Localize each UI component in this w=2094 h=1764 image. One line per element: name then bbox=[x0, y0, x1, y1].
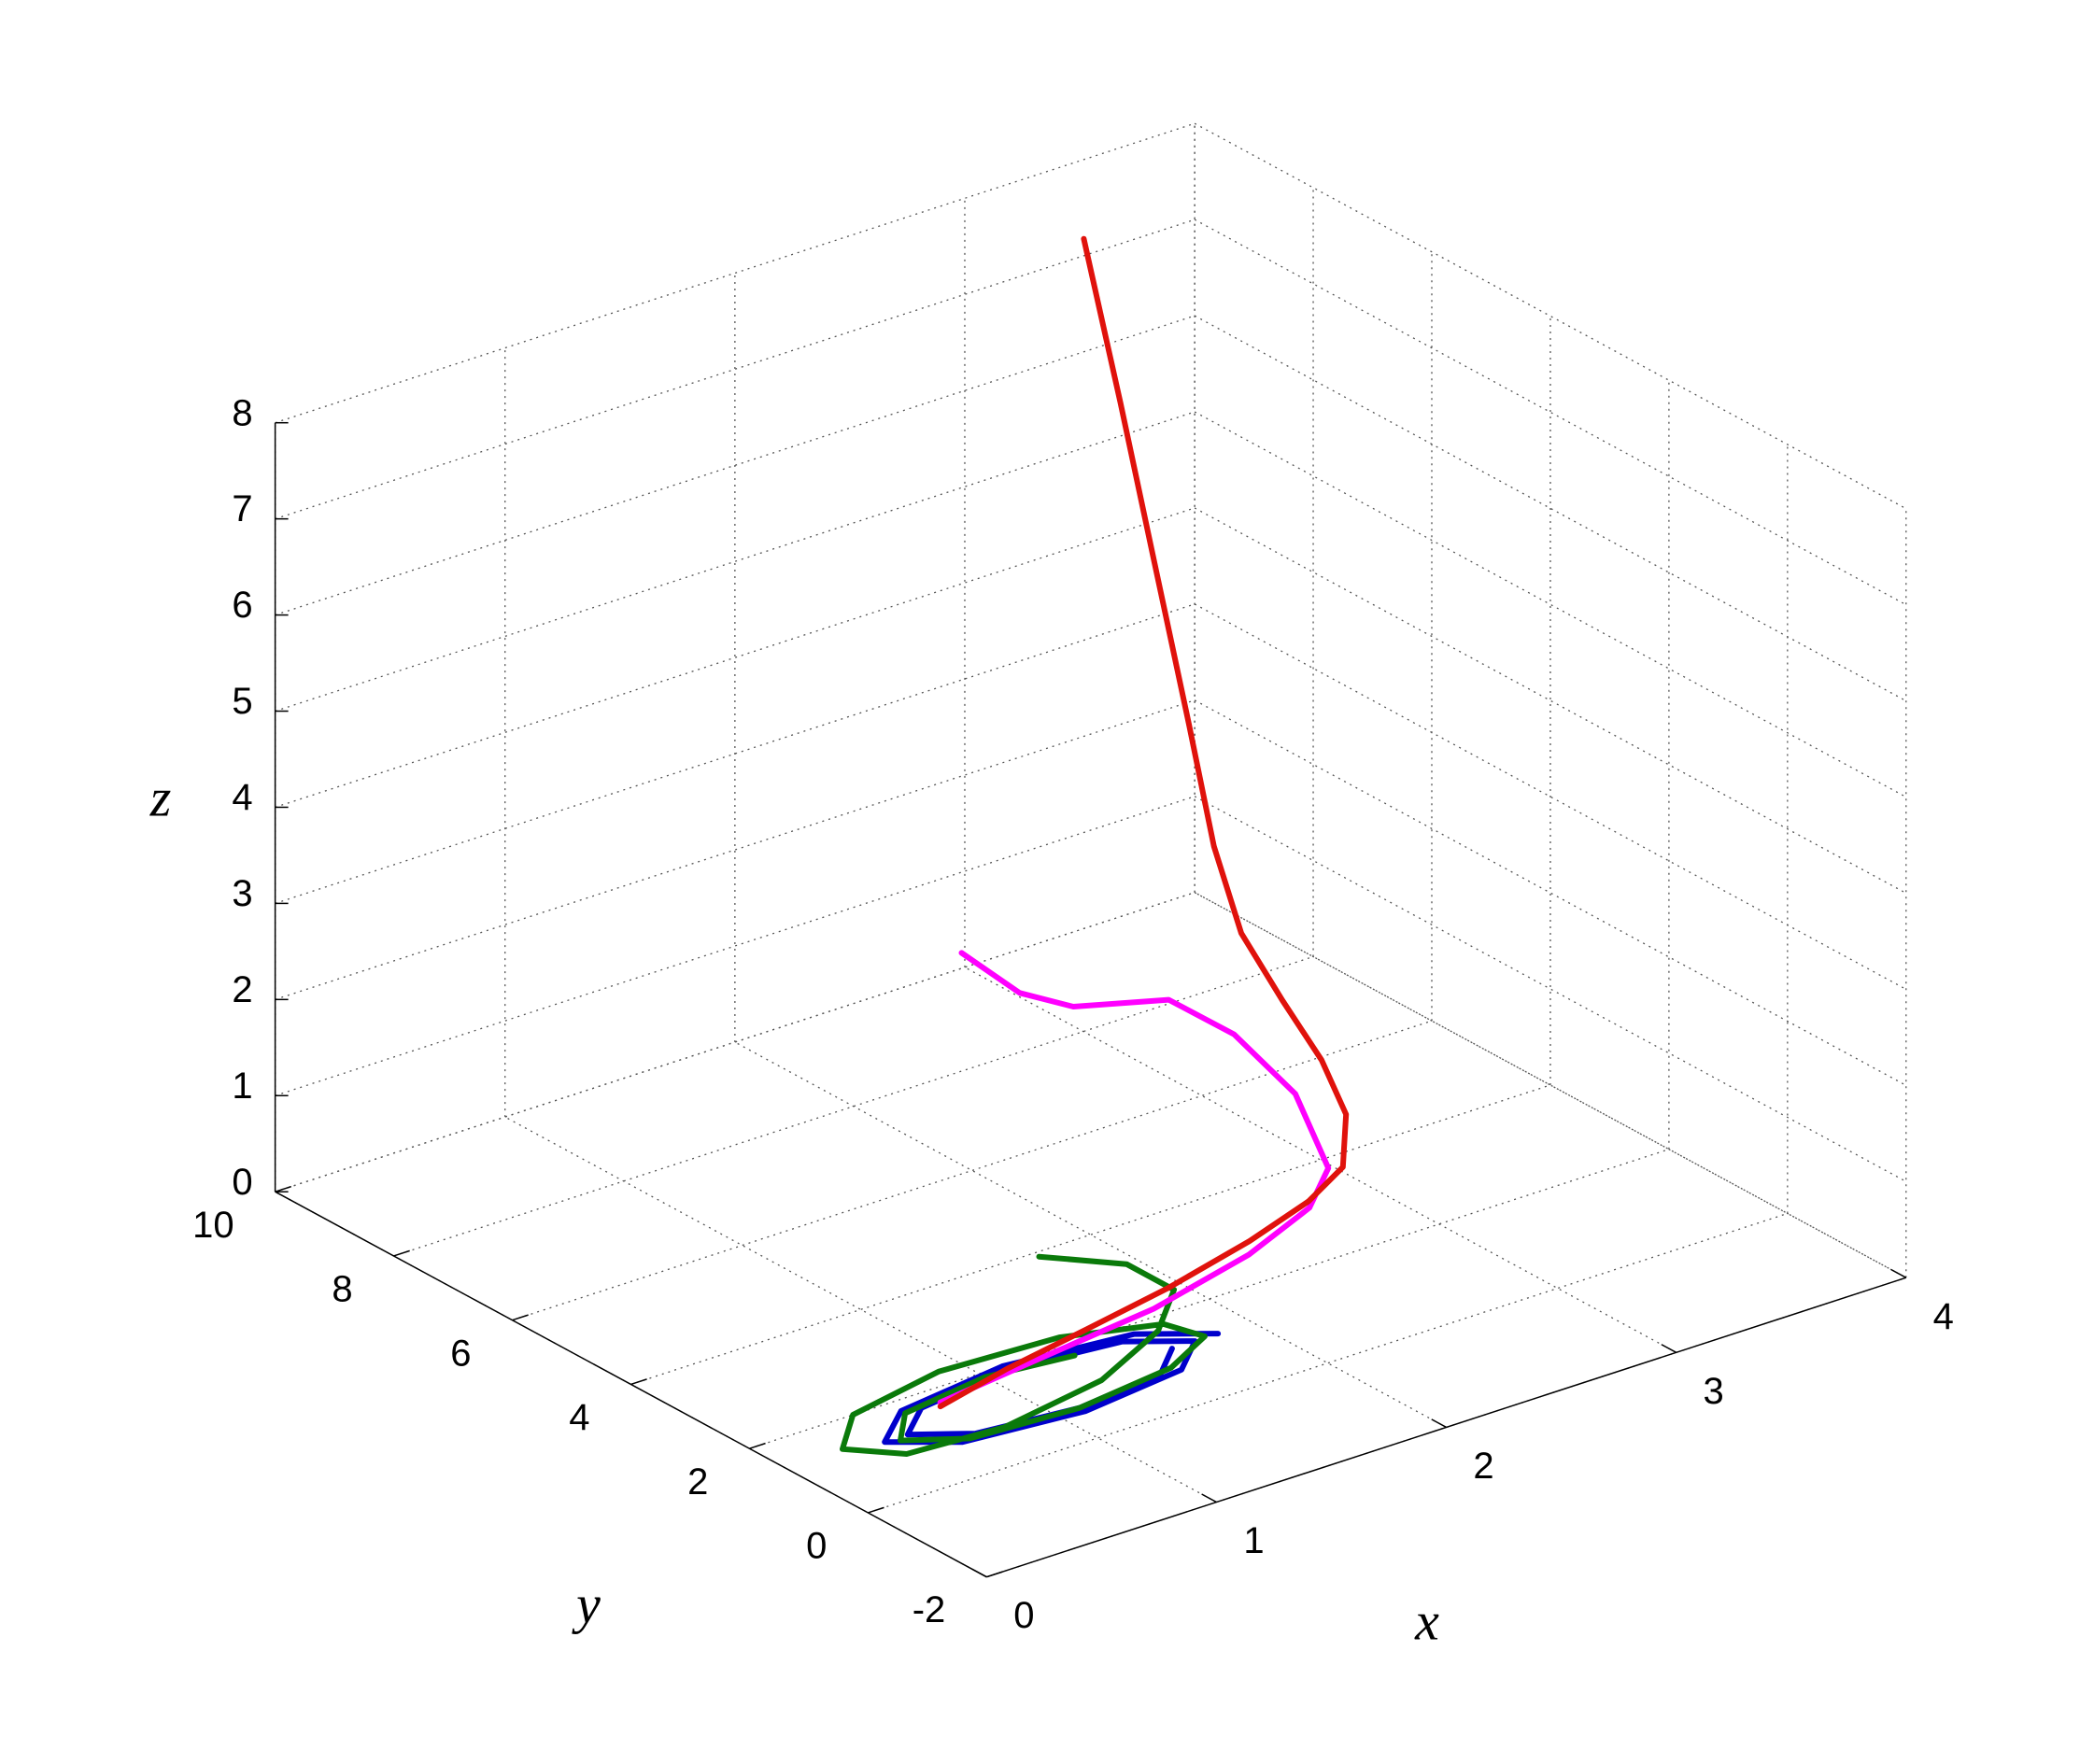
z-tick-label: 5 bbox=[232, 681, 252, 722]
x-tick-label: 4 bbox=[1933, 1296, 1954, 1337]
y-tick bbox=[749, 1442, 766, 1449]
y-tick-label: 0 bbox=[806, 1526, 827, 1567]
y-tick bbox=[630, 1378, 647, 1386]
x-tick bbox=[1890, 1268, 1907, 1278]
z-tick-label: 4 bbox=[232, 777, 252, 818]
x-tick bbox=[1661, 1344, 1677, 1353]
z-tick-label: 6 bbox=[232, 585, 252, 626]
y-tick bbox=[393, 1249, 410, 1257]
z-tick-label: 1 bbox=[232, 1065, 252, 1107]
grid-line bbox=[275, 507, 1196, 809]
trajectory bbox=[937, 235, 1350, 1410]
z-tick-label: 7 bbox=[232, 488, 252, 529]
grid-line bbox=[275, 122, 1196, 424]
y-tick-label: 10 bbox=[192, 1205, 234, 1246]
grid-line bbox=[393, 955, 1314, 1257]
grid-line bbox=[275, 315, 1196, 616]
x-tick bbox=[971, 1568, 987, 1578]
x-axis-label: x bbox=[1414, 1590, 1439, 1651]
trajectory bbox=[840, 1253, 1208, 1457]
y-axis-label: y bbox=[572, 1573, 601, 1634]
grid-line bbox=[749, 1149, 1670, 1449]
z-tick-label: 8 bbox=[232, 392, 252, 433]
grid-line bbox=[964, 967, 1677, 1353]
grid-line bbox=[1194, 892, 1907, 1278]
grid-line bbox=[1194, 507, 1907, 895]
y-tick bbox=[986, 1571, 1003, 1578]
z-tick-label: 2 bbox=[232, 969, 252, 1010]
x-tick bbox=[1431, 1418, 1447, 1429]
grid-line bbox=[275, 699, 1196, 1000]
grid-line bbox=[734, 1041, 1447, 1429]
y-tick-label: 6 bbox=[450, 1333, 471, 1374]
y-tick-label: 2 bbox=[687, 1461, 708, 1503]
z-tick-label: 3 bbox=[232, 873, 252, 914]
grid-line bbox=[275, 796, 1196, 1096]
grid-line bbox=[1194, 699, 1907, 1086]
grid-line bbox=[275, 603, 1196, 905]
y-tick bbox=[868, 1506, 884, 1514]
grid-line bbox=[630, 1084, 1551, 1386]
x-tick-label: 0 bbox=[1013, 1595, 1034, 1636]
grid-line bbox=[275, 892, 1196, 1192]
x-tick-label: 2 bbox=[1473, 1446, 1493, 1487]
grid-line bbox=[1194, 796, 1907, 1182]
z-tick-label: 0 bbox=[232, 1162, 252, 1203]
grid-line bbox=[1194, 315, 1907, 702]
grid-line bbox=[1194, 122, 1907, 510]
grid-line bbox=[1194, 219, 1907, 606]
z-axis-label: z bbox=[149, 767, 172, 827]
grid-line bbox=[504, 1116, 1217, 1503]
y-tick bbox=[512, 1314, 529, 1321]
grid-line bbox=[512, 1020, 1433, 1321]
y-tick-label: 8 bbox=[332, 1269, 352, 1310]
x-tick-label: 1 bbox=[1243, 1520, 1264, 1561]
grid-line bbox=[275, 219, 1196, 520]
y-tick-label: -2 bbox=[913, 1589, 946, 1630]
y-tick-label: 4 bbox=[569, 1397, 589, 1438]
trajectory bbox=[937, 950, 1332, 1405]
x-tick-label: 3 bbox=[1704, 1371, 1724, 1412]
grid-line bbox=[1194, 411, 1907, 798]
y-tick bbox=[275, 1185, 291, 1192]
grid-line bbox=[1194, 603, 1907, 990]
grid-line bbox=[275, 411, 1196, 713]
grid-line bbox=[868, 1212, 1789, 1514]
x-tick bbox=[1201, 1493, 1217, 1503]
